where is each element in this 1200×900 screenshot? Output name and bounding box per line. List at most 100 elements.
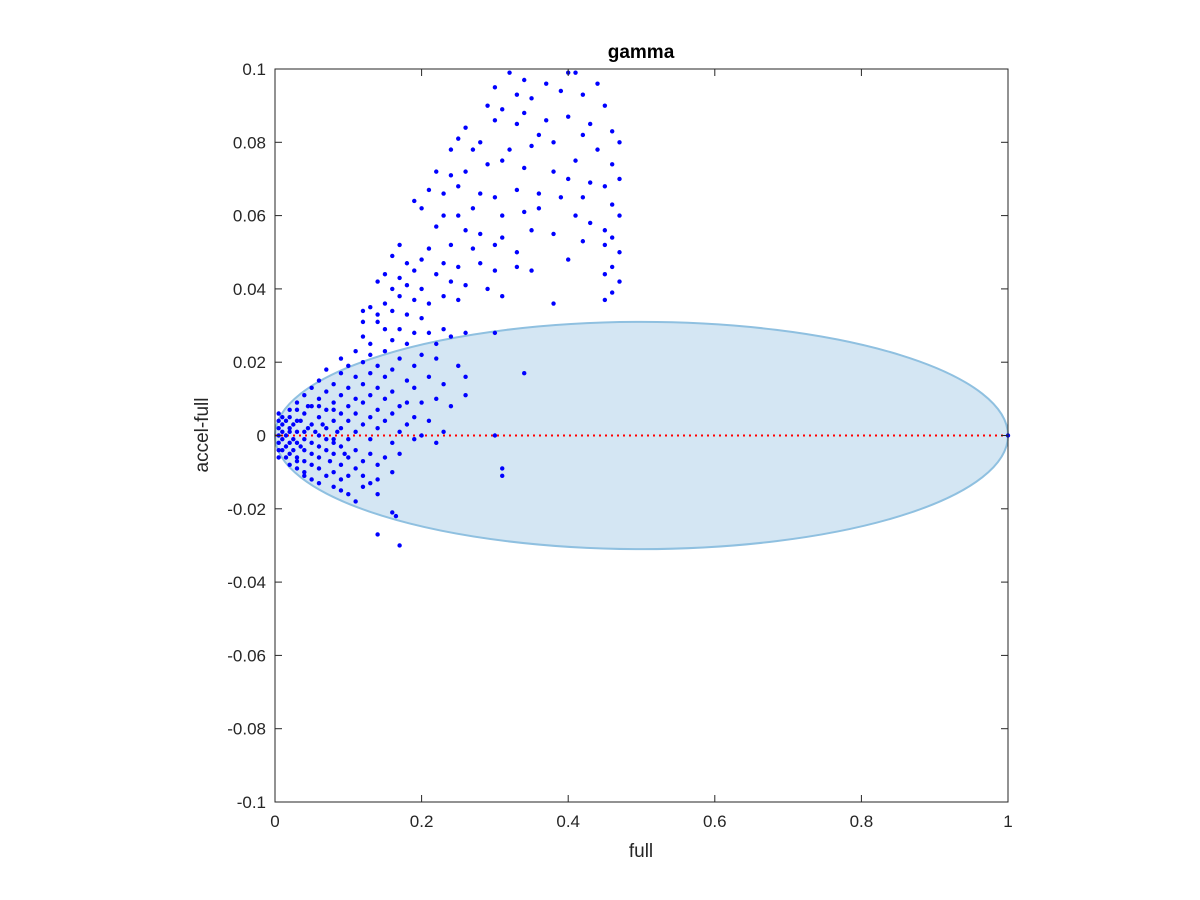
- data-point: [441, 294, 446, 299]
- data-point: [500, 213, 505, 218]
- data-point: [492, 433, 498, 438]
- data-point: [551, 301, 556, 306]
- data-point: [500, 466, 505, 471]
- data-point: [360, 458, 366, 464]
- data-point: [338, 392, 344, 398]
- data-point: [331, 400, 336, 405]
- data-point: [294, 407, 300, 413]
- data-point: [609, 162, 615, 167]
- data-point: [316, 480, 322, 486]
- data-point: [324, 407, 329, 413]
- data-point: [390, 389, 395, 394]
- data-point: [397, 403, 402, 409]
- data-point: [580, 239, 586, 244]
- data-point: [456, 297, 461, 303]
- data-point: [448, 173, 454, 178]
- data-point: [338, 462, 344, 468]
- data-point: [382, 301, 388, 306]
- data-point: [368, 305, 373, 310]
- data-point: [390, 338, 395, 343]
- data-point: [426, 374, 432, 380]
- data-point: [522, 165, 527, 171]
- data-point: [434, 224, 439, 229]
- data-point: [434, 356, 439, 361]
- data-point: [360, 381, 366, 387]
- data-point: [368, 352, 373, 358]
- data-point: [353, 411, 358, 416]
- data-point: [309, 477, 314, 482]
- data-point: [478, 261, 483, 266]
- data-point: [566, 176, 571, 182]
- data-point: [375, 462, 380, 468]
- data-point: [324, 447, 329, 453]
- data-point: [463, 330, 468, 336]
- chart-title: gamma: [608, 42, 675, 63]
- y-tick-label: -0.06: [227, 646, 266, 665]
- data-point: [287, 407, 292, 413]
- data-point: [283, 418, 289, 424]
- data-point: [587, 121, 593, 127]
- data-point: [335, 429, 340, 435]
- data-point: [375, 312, 380, 317]
- data-point: [507, 70, 512, 75]
- data-point: [287, 414, 292, 420]
- data-point: [412, 330, 417, 336]
- data-point: [448, 403, 454, 409]
- data-point: [514, 250, 520, 255]
- data-point: [353, 466, 358, 471]
- data-point: [309, 451, 314, 457]
- data-point: [294, 418, 300, 424]
- data-point: [558, 88, 564, 94]
- data-point: [360, 473, 366, 479]
- data-point: [456, 363, 461, 369]
- y-axis-label: accel-full: [192, 398, 213, 473]
- data-point: [331, 436, 336, 442]
- data-point: [485, 162, 490, 167]
- data-point: [368, 451, 373, 457]
- data-point: [331, 469, 336, 475]
- x-tick-label: 0.4: [556, 812, 580, 831]
- data-point: [360, 484, 366, 490]
- data-point: [551, 169, 556, 174]
- data-point: [507, 147, 512, 152]
- data-point: [434, 169, 439, 174]
- data-point: [360, 308, 366, 314]
- data-point: [316, 433, 322, 438]
- data-point: [404, 422, 410, 427]
- data-point: [456, 213, 461, 218]
- data-point: [529, 228, 534, 233]
- data-points: [276, 70, 1011, 548]
- data-point: [514, 264, 520, 270]
- data-point: [397, 294, 402, 299]
- data-point: [294, 455, 300, 460]
- data-point: [283, 433, 289, 438]
- data-point: [470, 246, 476, 251]
- data-point: [291, 447, 296, 453]
- data-point: [346, 403, 351, 409]
- data-point: [456, 184, 461, 189]
- data-point: [536, 191, 542, 196]
- data-point: [382, 349, 388, 354]
- data-point: [448, 279, 454, 284]
- data-point: [617, 250, 622, 255]
- data-point: [375, 491, 380, 497]
- data-point: [302, 473, 307, 479]
- data-point: [580, 92, 586, 97]
- data-point: [368, 392, 373, 398]
- data-point: [294, 458, 300, 464]
- data-point: [390, 367, 395, 372]
- data-point: [309, 422, 314, 427]
- data-point: [434, 396, 439, 402]
- data-point: [331, 418, 336, 424]
- data-point: [360, 422, 366, 427]
- data-point: [595, 147, 600, 152]
- data-point: [280, 414, 285, 420]
- y-tick-label: 0.04: [233, 280, 266, 299]
- data-point: [390, 411, 395, 416]
- data-point: [529, 96, 534, 101]
- data-point: [346, 436, 351, 442]
- data-point: [544, 81, 549, 86]
- data-point: [283, 444, 289, 449]
- data-point: [276, 455, 281, 460]
